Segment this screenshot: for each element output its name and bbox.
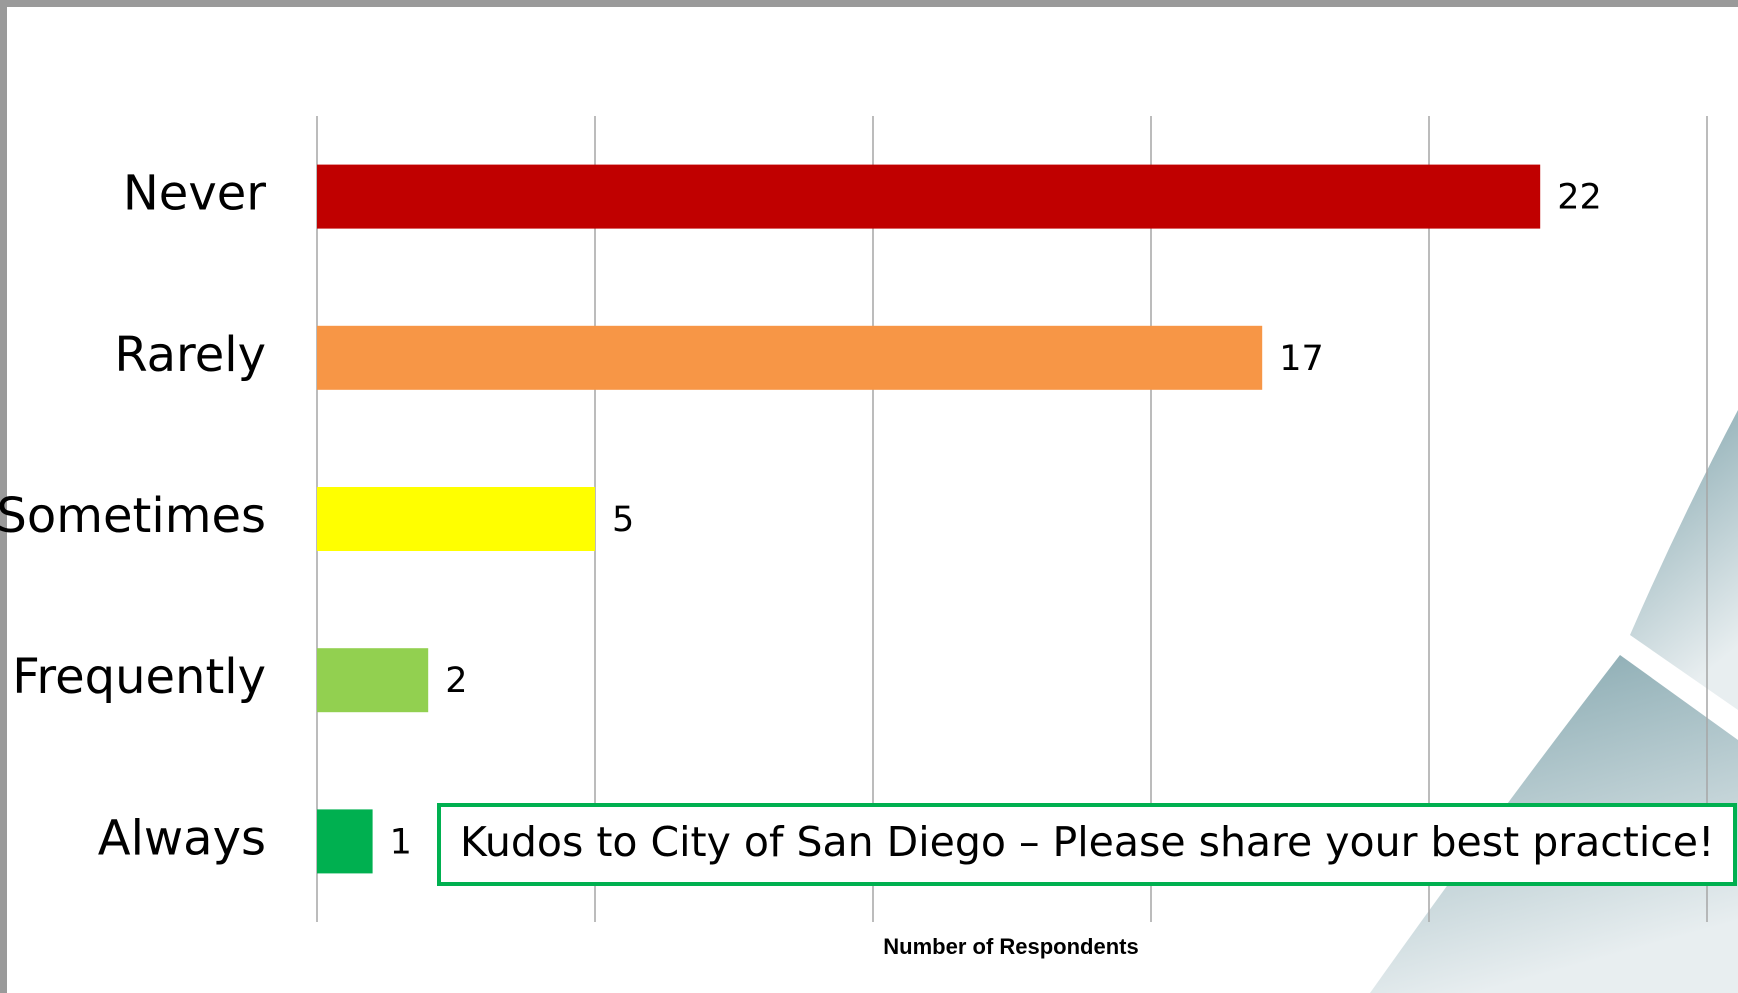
- bar: [317, 487, 595, 551]
- y-tick-label: Rarely: [114, 327, 266, 383]
- bar: [317, 165, 1540, 229]
- value-label: 1: [390, 822, 412, 862]
- y-tick-label: Frequently: [12, 649, 266, 705]
- value-label: 2: [445, 661, 467, 701]
- y-tick-label: Sometimes: [0, 488, 266, 544]
- value-label: 5: [612, 500, 634, 540]
- bar: [317, 809, 373, 873]
- bar: [317, 326, 1262, 390]
- y-tick-label: Never: [123, 166, 266, 222]
- value-label: 17: [1279, 339, 1324, 379]
- frame-top: [0, 0, 1738, 7]
- x-axis-label: Number of Respondents: [883, 934, 1138, 959]
- value-label: 22: [1557, 178, 1602, 218]
- bar: [317, 648, 428, 712]
- y-tick-label: Always: [98, 810, 266, 866]
- annotation: Kudos to City of San Diego – Please shar…: [460, 818, 1714, 866]
- slide: Never 22 Rarely 17 Sometimes 5 Frequently 2 Alwa…: [0, 0, 1738, 993]
